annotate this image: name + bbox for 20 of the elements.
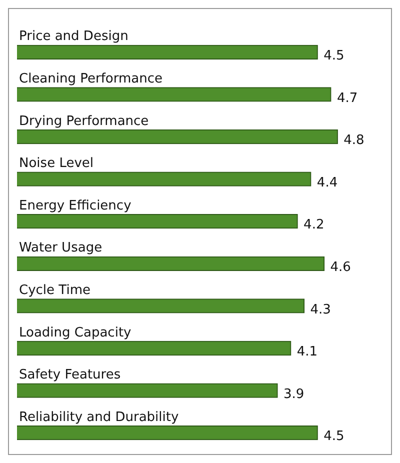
data-label: 4.5 (324, 429, 344, 444)
y-tick-label: Noise Level (19, 156, 94, 172)
data-label: 4.3 (310, 302, 331, 318)
y-tick-label: Energy Efficiency (19, 198, 132, 214)
y-tick-label: Reliability and Durability (19, 410, 179, 425)
y-tick-label: Safety Features (19, 368, 121, 383)
data-label: 4.8 (344, 133, 364, 148)
y-tick-label: Cycle Time (19, 282, 90, 298)
y-tick-label: Loading Capacity (19, 325, 132, 340)
data-label: 4.2 (304, 218, 324, 233)
y-tick-label: Cleaning Performance (19, 71, 163, 86)
y-tick-label: Price and Design (19, 29, 128, 44)
data-label: 4.1 (296, 344, 318, 360)
data-label: 4.6 (330, 260, 351, 276)
data-label: 4.5 (324, 48, 344, 64)
y-tick-label: Water Usage (19, 240, 102, 256)
data-label: 4.7 (336, 90, 358, 106)
data-label: 3.9 (284, 386, 304, 402)
data-label: 4.4 (316, 175, 338, 190)
y-tick-label: Drying Performance (19, 114, 149, 129)
